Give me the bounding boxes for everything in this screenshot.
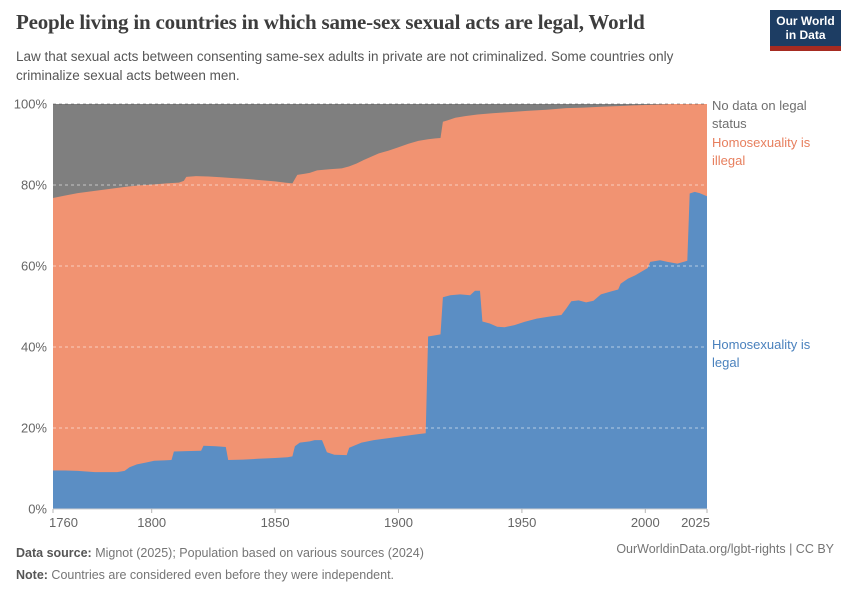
footer-note-line: Note: Countries are considered even befo… (16, 564, 424, 586)
footer-source-note: Data source: Mignot (2025); Population b… (16, 542, 424, 586)
area-homosexuality-is-legal[interactable] (53, 191, 707, 509)
legend-label-legal: Homosexuality is legal (712, 337, 811, 370)
y-axis-label-20: 20% (21, 421, 47, 436)
legend-item-no-data[interactable]: No data on legal status (712, 97, 838, 132)
x-axis-label-2000: 2000 (631, 515, 660, 530)
footer-citation-link[interactable]: OurWorldinData.org/lgbt-rights | CC BY (616, 542, 834, 556)
legend-item-illegal[interactable]: Homosexuality is illegal (712, 134, 838, 169)
x-axis-label-1760: 1760 (49, 515, 78, 530)
footer-note-label: Note: (16, 568, 48, 582)
owid-logo[interactable]: Our World in Data (770, 10, 841, 51)
footer-note-text: Countries are considered even before the… (47, 568, 395, 582)
legend-label-no-data: No data on legal status (712, 98, 807, 131)
footer-source-line: Data source: Mignot (2025); Population b… (16, 542, 424, 564)
y-axis-label-100: 100% (14, 97, 48, 112)
x-axis-label-1800: 1800 (137, 515, 166, 530)
y-axis-label-0: 0% (28, 502, 47, 517)
y-axis-label-80: 80% (21, 178, 47, 193)
page-title: People living in countries in which same… (16, 10, 645, 34)
x-axis-label-2025: 2025 (681, 515, 710, 530)
y-axis-label-60: 60% (21, 259, 47, 274)
y-axis-label-40: 40% (21, 340, 47, 355)
chart-canvas[interactable]: 1760 1800 1850 1900 1950 2000 2025 0% 20% 40% 60% 8… (0, 90, 850, 540)
owid-logo-line2: in Data (785, 28, 826, 42)
x-axis-label-1900: 1900 (384, 515, 413, 530)
footer-source-label: Data source: (16, 546, 92, 560)
x-axis-label-1950: 1950 (507, 515, 536, 530)
owid-logo-line1: Our World (776, 14, 835, 28)
legend-item-legal[interactable]: Homosexuality is legal (712, 336, 838, 371)
chart-subtitle: Law that sexual acts between consenting … (16, 49, 674, 83)
footer-source-text: Mignot (2025); Population based on vario… (91, 546, 424, 560)
legend-label-illegal: Homosexuality is illegal (712, 135, 811, 168)
stacked-area-chart: 1760 1800 1850 1900 1950 2000 2025 0% 20% 40% 60% 8… (0, 90, 850, 540)
x-axis-label-1850: 1850 (261, 515, 290, 530)
